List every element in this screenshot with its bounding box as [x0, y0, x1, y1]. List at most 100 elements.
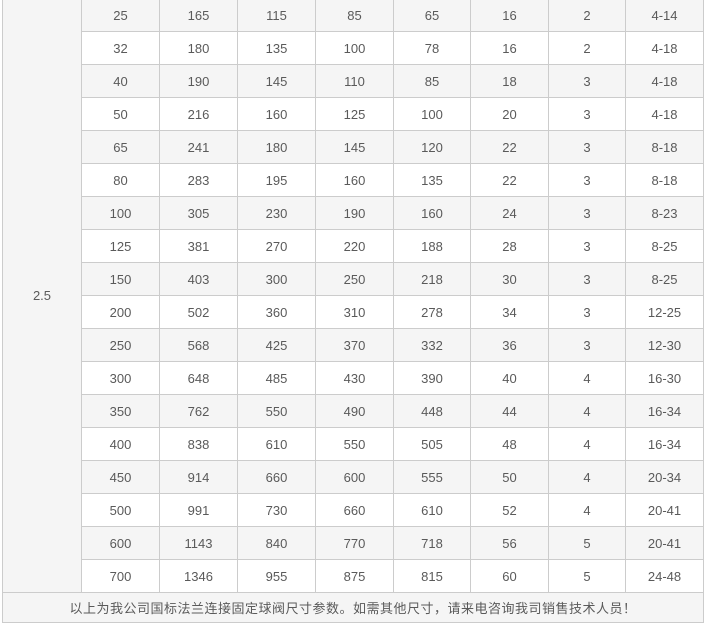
table-row: 100 305 230 190 160 24 3 8-23: [3, 196, 704, 230]
table-row: 50 216 160 125 100 20 3 4-18: [3, 97, 704, 131]
table-cell: 16: [470, 31, 549, 65]
table-cell: 180: [159, 31, 238, 65]
table-cell: 12-30: [625, 328, 704, 362]
table-cell: 24-48: [625, 559, 704, 593]
table-cell: 4: [548, 493, 626, 527]
table-cell: 381: [159, 229, 238, 263]
table-cell: 18: [470, 64, 549, 98]
table-cell: 165: [159, 0, 238, 32]
table-cell: 195: [237, 163, 316, 197]
table-cell: 730: [237, 493, 316, 527]
table-cell: 115: [237, 0, 316, 32]
table-cell: 490: [315, 394, 394, 428]
table-cell: 332: [393, 328, 471, 362]
table-cell: 120: [393, 130, 471, 164]
table-cell: 610: [393, 493, 471, 527]
table-cell: 60: [470, 559, 549, 593]
table-row: 200 502 360 310 278 34 3 12-25: [3, 295, 704, 329]
table-cell: 40: [470, 361, 549, 395]
table-cell: 20: [470, 97, 549, 131]
table-cell: 50: [470, 460, 549, 494]
table-cell: 770: [315, 526, 394, 560]
table-cell: 3: [548, 163, 626, 197]
table-cell: 838: [159, 427, 238, 461]
table-cell: 991: [159, 493, 238, 527]
table-cell: 44: [470, 394, 549, 428]
table-footer-row: 以上为我公司国标法兰连接固定球阀尺寸参数。如需其他尺寸，请来电咨询我司销售技术人…: [2, 592, 704, 623]
table-cell: 300: [81, 361, 160, 395]
table-cell: 160: [237, 97, 316, 131]
table-cell: 145: [315, 130, 394, 164]
table-cell: 485: [237, 361, 316, 395]
table-cell: 3: [548, 229, 626, 263]
table-row: 80 283 195 160 135 22 3 8-18: [3, 163, 704, 197]
table-cell: 78: [393, 31, 471, 65]
table-cell: 505: [393, 427, 471, 461]
table-cell: 360: [237, 295, 316, 329]
table-cell: 16-34: [625, 427, 704, 461]
table-cell: 762: [159, 394, 238, 428]
table-row: 300 648 485 430 390 40 4 16-30: [3, 361, 704, 395]
table-cell: 550: [237, 394, 316, 428]
table-row: 2.5 25 165 115 85 65 16 2 4-14: [2, 0, 704, 593]
table-cell: 8-18: [625, 130, 704, 164]
table-cell: 718: [393, 526, 471, 560]
table-cell: 270: [237, 229, 316, 263]
table-row: 40 190 145 110 85 18 3 4-18: [3, 64, 704, 98]
table-cell: 36: [470, 328, 549, 362]
table-cell: 56: [470, 526, 549, 560]
table-cell: 4: [548, 427, 626, 461]
table-cell: 1346: [159, 559, 238, 593]
table-cell: 241: [159, 130, 238, 164]
table-cell: 840: [237, 526, 316, 560]
table-cell: 4-18: [625, 31, 704, 65]
table-cell: 8-18: [625, 163, 704, 197]
table-cell: 20-41: [625, 526, 704, 560]
table-cell: 32: [81, 31, 160, 65]
table-cell: 20-41: [625, 493, 704, 527]
footer-note: 以上为我公司国标法兰连接固定球阀尺寸参数。如需其他尺寸，请来电咨询我司销售技术人…: [2, 592, 704, 623]
table-cell: 875: [315, 559, 394, 593]
table-cell: 610: [237, 427, 316, 461]
table-row: 350 762 550 490 448 44 4 16-34: [3, 394, 704, 428]
table-cell: 5: [548, 526, 626, 560]
table-row: 500 991 730 660 610 52 4 20-41: [3, 493, 704, 527]
table-cell: 125: [81, 229, 160, 263]
table-cell: 16: [470, 0, 549, 32]
table-cell: 190: [159, 64, 238, 98]
table-cell: 4-18: [625, 97, 704, 131]
table-cell: 8-25: [625, 229, 704, 263]
table-cell: 22: [470, 130, 549, 164]
table-cell: 135: [393, 163, 471, 197]
table-cell: 8-25: [625, 262, 704, 296]
table-cell: 4-18: [625, 64, 704, 98]
table-cell: 160: [393, 196, 471, 230]
table-cell: 135: [237, 31, 316, 65]
table-cell: 300: [237, 262, 316, 296]
table-cell: 16-34: [625, 394, 704, 428]
table-cell: 220: [315, 229, 394, 263]
table-cell: 218: [393, 262, 471, 296]
table-cell: 450: [81, 460, 160, 494]
table-cell: 85: [393, 64, 471, 98]
table-cell: 660: [315, 493, 394, 527]
table-cell: 230: [237, 196, 316, 230]
table-cell: 3: [548, 64, 626, 98]
table-cell: 180: [237, 130, 316, 164]
table-cell: 28: [470, 229, 549, 263]
table-cell: 110: [315, 64, 394, 98]
table-cell: 200: [81, 295, 160, 329]
table-cell: 278: [393, 295, 471, 329]
pressure-class-cell: 2.5: [2, 0, 82, 593]
table-cell: 2: [548, 0, 626, 32]
table-cell: 568: [159, 328, 238, 362]
table-cell: 125: [315, 97, 394, 131]
table-cell: 600: [81, 526, 160, 560]
table-cell: 188: [393, 229, 471, 263]
table-cell: 30: [470, 262, 549, 296]
table-cell: 3: [548, 295, 626, 329]
table-cell: 2: [548, 31, 626, 65]
table-cell: 400: [81, 427, 160, 461]
